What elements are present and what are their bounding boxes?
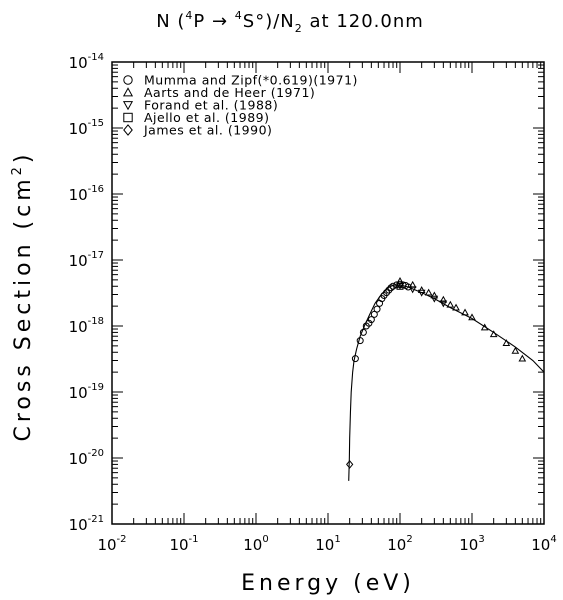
chart-title: N (4P → 4S°)/N2 at 120.0nm [156,9,424,35]
legend: Mumma and Zipf(*0.619)(1971)Aarts and de… [122,73,358,138]
y-tick-label: 10-15 [69,118,104,138]
data-point-circle [359,328,367,336]
legend-entry: Forand et al. (1988) [144,98,278,113]
legend-marker-diamond [123,124,133,136]
data-point-triangle-up [430,291,439,299]
data-points [346,277,527,469]
x-tick-labels: 10-2 10-1 100 101 102 103 104 [97,534,556,554]
data-point-triangle-up [468,313,476,321]
data-point-triangle-up [518,354,527,362]
legend-marker-triangle-up [122,87,134,97]
legend-marker-triangle-down [122,101,134,111]
data-point-triangle-down [430,295,439,303]
data-point-circle [389,282,397,290]
data-point-circle [356,337,364,345]
data-point-circle [387,284,395,292]
legend-entry: James et al. (1990) [143,123,272,138]
y-tick-labels: 10-21 10-20 10-19 10-18 10-17 10-16 10-15 10-14 [69,52,104,534]
data-point-square [396,282,404,290]
data-point-triangle-down [439,300,448,308]
x-tick-label: 101 [315,534,340,554]
x-tick-label: 102 [387,534,412,554]
data-point-triangle-up [511,346,520,354]
x-tick-label: 103 [459,534,484,554]
legend-entry: Mumma and Zipf(*0.619)(1971) [144,73,358,88]
legend-marker-circle [123,75,133,85]
legend-entry: Ajello et al. (1989) [144,110,270,125]
fit-curve [348,284,545,481]
data-point-triangle-up [502,339,511,347]
data-point-diamond [346,460,354,469]
data-point-triangle-down [417,289,426,297]
y-tick-label: 10-16 [69,184,104,204]
data-point-circle [367,316,375,324]
y-tick-label: 10-20 [69,448,104,468]
data-point-triangle-up [461,308,469,316]
y-tick-label: 10-21 [69,514,104,534]
data-point-triangle-down [408,286,417,294]
y-tick-label: 10-19 [69,382,104,402]
y-tick-label: 10-17 [69,250,104,270]
data-point-triangle-up [439,295,448,303]
data-point-triangle-up [452,303,460,311]
major-ticks [111,61,545,525]
x-tick-label: 10-2 [97,534,126,554]
data-point-triangle-up [489,330,498,338]
x-axis-label: Energy (eV) [241,571,415,596]
data-point-circle [385,286,393,294]
y-axis-label: Cross Section (cm2) [10,150,36,441]
y-tick-label: 10-14 [69,52,104,72]
x-tick-label: 100 [243,534,268,554]
x-tick-label: 104 [531,534,556,554]
x-tick-label: 10-1 [169,534,198,554]
data-point-circle [373,305,381,313]
legend-marker-square [123,112,133,123]
data-point-circle [351,355,359,363]
legend-entry: Aarts and de Heer (1971) [144,85,315,100]
data-point-triangle-up [424,288,433,296]
minor-ticks [112,62,544,524]
data-point-circle [365,319,373,327]
data-point-triangle-up [480,323,489,331]
data-point-circle [370,310,378,318]
fit-curve-group [348,284,545,481]
y-tick-label: 10-18 [69,316,104,336]
data-point-triangle-up [446,300,455,308]
